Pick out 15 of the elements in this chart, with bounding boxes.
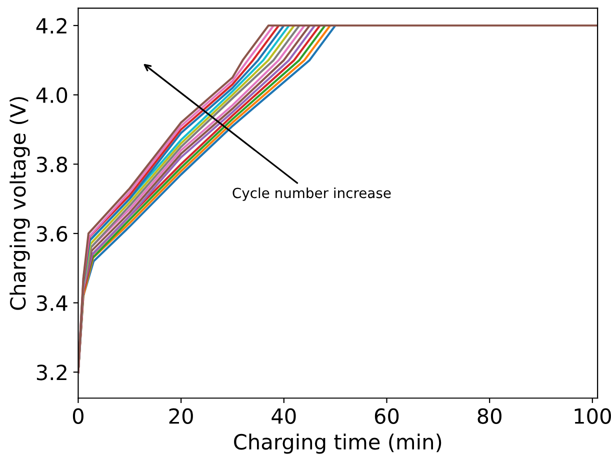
y-tick-label: 3.4: [36, 295, 68, 312]
x-tick-label: 0: [72, 408, 84, 424]
x-tick-label: 100: [574, 408, 611, 424]
x-axis-title: Charging time (min): [234, 434, 442, 454]
annotation: Cycle number increase: [232, 187, 391, 201]
y-tick-label: 4.0: [36, 87, 68, 104]
y-tick-label: 3.2: [36, 364, 66, 380]
y-tick-label: 3.8: [36, 156, 68, 172]
x-tick-label: 20: [169, 408, 193, 424]
x-tick-label: 80: [478, 408, 502, 424]
x-tick-label: 40: [272, 408, 296, 424]
y-tick-label: 4.2: [36, 18, 66, 34]
y-axis-title: Charging voltage (V): [10, 97, 30, 310]
y-tick-label: 3.6: [36, 226, 68, 242]
x-tick-label: 60: [374, 408, 399, 424]
